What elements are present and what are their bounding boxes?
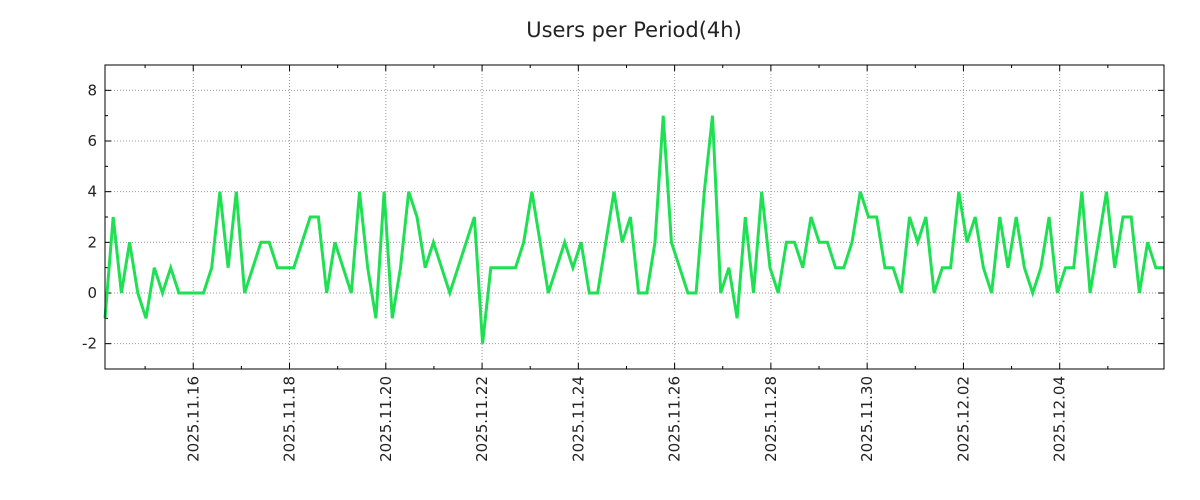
plot-frame xyxy=(104,64,1165,370)
x-tick-label: 2025.11.30 xyxy=(858,376,876,462)
y-tick-label: 6 xyxy=(87,132,97,150)
x-tick-label: 2025.11.16 xyxy=(184,376,202,462)
y-tick-label: 4 xyxy=(87,183,97,201)
y-tick-label: 0 xyxy=(87,284,97,302)
series-line-users xyxy=(103,115,1164,344)
x-tick-label: 2025.12.04 xyxy=(1051,376,1069,462)
grid-layer xyxy=(105,65,1164,369)
x-tick-label: 2025.11.18 xyxy=(281,376,299,462)
y-tick-label: 8 xyxy=(87,81,97,99)
y-tick-label: 2 xyxy=(87,233,97,251)
x-tick-label: 2025.12.02 xyxy=(954,376,972,462)
x-tick-label: 2025.11.22 xyxy=(473,376,491,462)
series-layer xyxy=(103,115,1164,344)
x-tick-label: 2025.11.24 xyxy=(569,376,587,462)
tick-layer xyxy=(105,64,1164,370)
chart-title: Users per Period(4h) xyxy=(526,18,742,42)
label-layer: -2 0 2 4 6 8 2025.11.16 2025.11.18 2025.11.20 202… xyxy=(82,81,1069,462)
y-tick-label: -2 xyxy=(82,335,97,353)
x-tick-label: 2025.11.26 xyxy=(666,376,684,462)
x-tick-label: 2025.11.28 xyxy=(762,376,780,462)
x-tick-label: 2025.11.20 xyxy=(377,376,395,462)
